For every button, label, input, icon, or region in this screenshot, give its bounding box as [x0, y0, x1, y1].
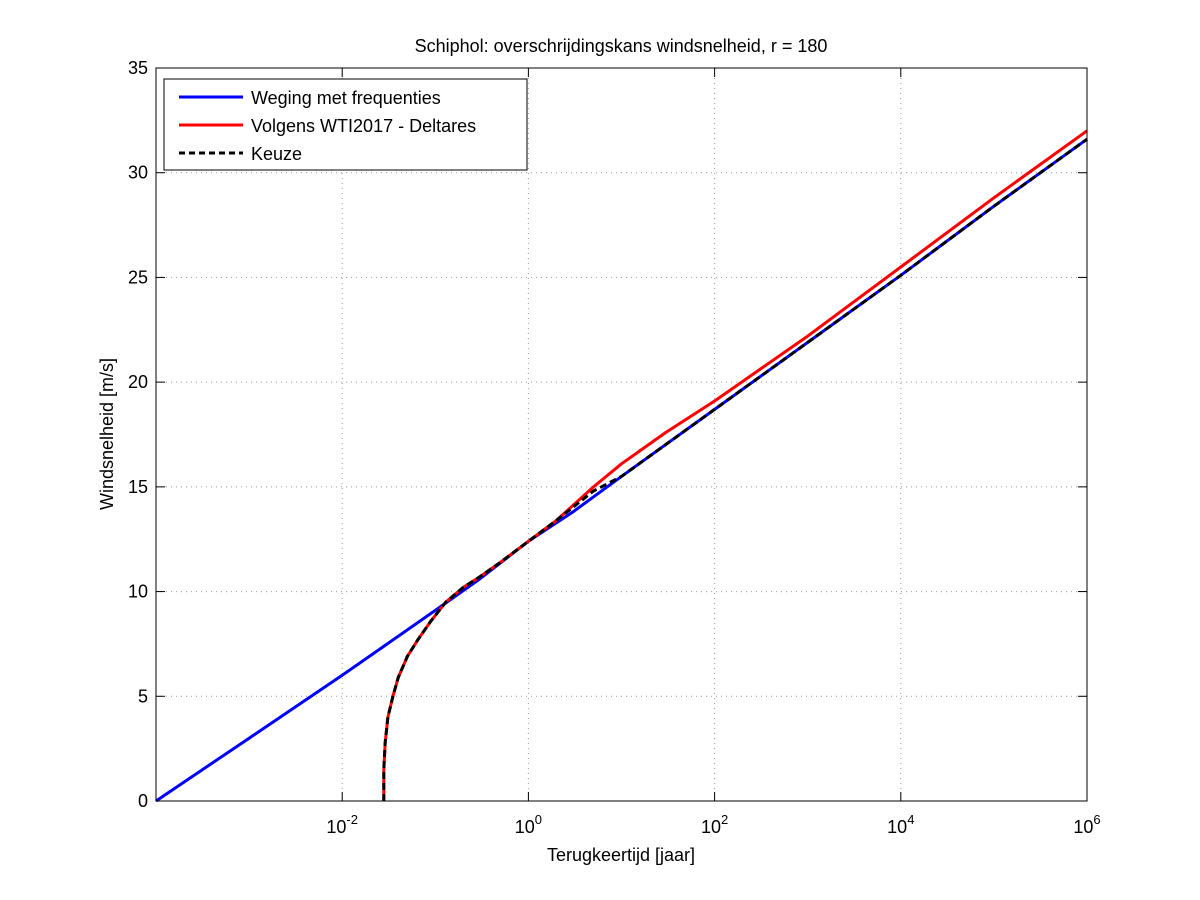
y-tick-label: 35 [128, 58, 148, 78]
series-lines [155, 129, 1088, 803]
y-tick-label: 15 [128, 477, 148, 497]
plot-area [156, 68, 1087, 801]
x-tick-label: 100 [515, 812, 542, 837]
y-tick-label: 5 [138, 686, 148, 706]
plot-frame [155, 67, 1088, 802]
x-tick-label: 106 [1073, 812, 1100, 837]
y-axis-label: Windsnelheid [m/s] [97, 358, 117, 510]
y-tick-label: 20 [128, 372, 148, 392]
y-tick-label: 0 [138, 791, 148, 811]
chart-title: Schiphol: overschrijdingskans windsnelhe… [415, 36, 828, 56]
legend-label-0: Weging met frequenties [251, 88, 441, 108]
x-axis-label: Terugkeertijd [jaar] [547, 845, 695, 865]
x-tick-label: 10-2 [326, 812, 358, 837]
legend: Weging met frequenties Volgens WTI2017 -… [163, 78, 528, 171]
legend-label-1: Volgens WTI2017 - Deltares [251, 116, 476, 136]
x-tick-label: 102 [701, 812, 728, 837]
axis-ticks [156, 67, 1088, 802]
y-tick-label: 30 [128, 163, 148, 183]
legend-label-2: Keuze [251, 144, 302, 164]
y-tick-label: 10 [128, 582, 148, 602]
series-line-2 [382, 137, 1088, 801]
x-tick-label: 104 [887, 812, 914, 837]
tick-labels: 10-2 100 102 104 106 0 5 10 15 20 25 30 35 [128, 58, 1101, 837]
y-tick-label: 25 [128, 267, 148, 287]
